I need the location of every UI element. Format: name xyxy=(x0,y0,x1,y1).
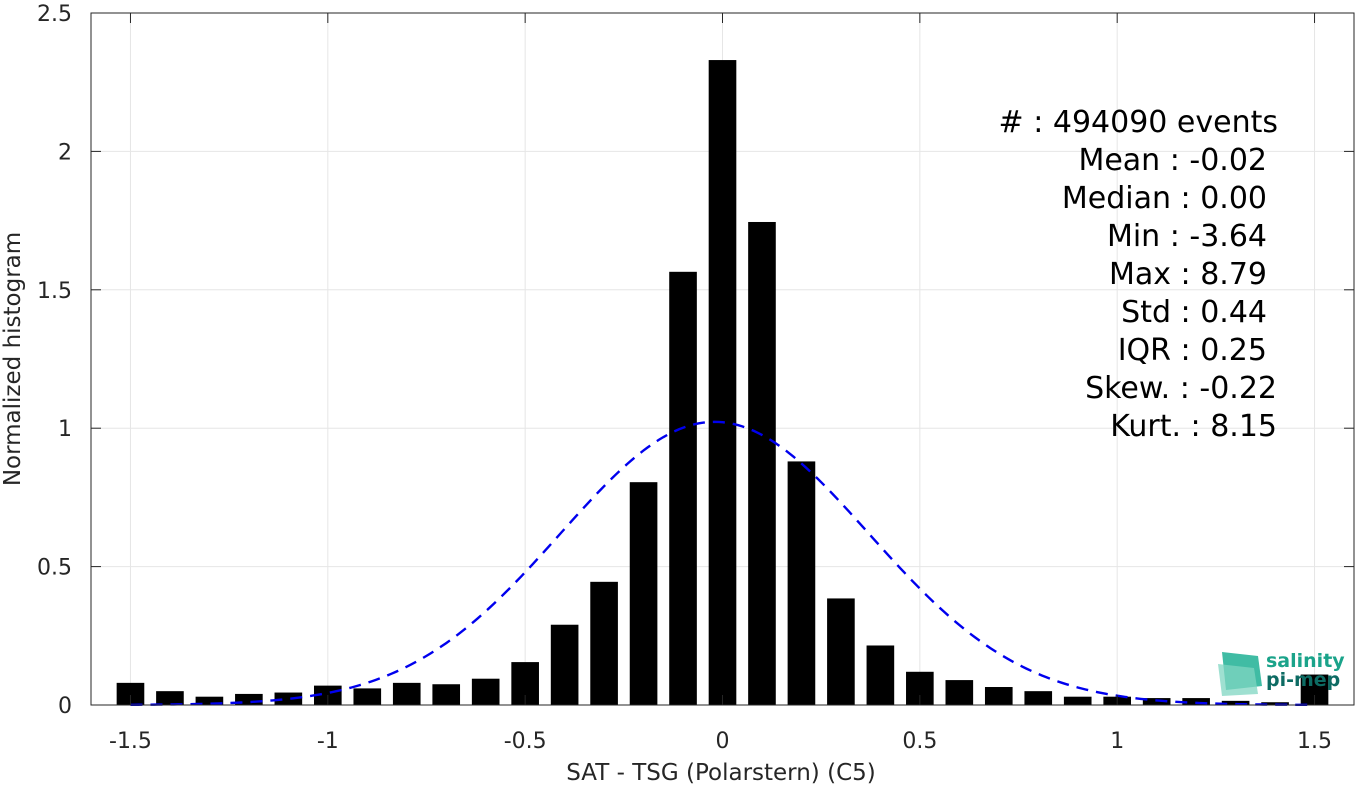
logo-text-pi-mep: pi-mep xyxy=(1266,669,1340,691)
y-tick-label: 0.5 xyxy=(37,556,72,581)
histogram-bar xyxy=(748,221,776,705)
x-tick-label: -1.5 xyxy=(109,729,152,754)
statistics-line: # : 494090 events xyxy=(999,105,1278,140)
histogram-bar xyxy=(471,678,500,705)
salinity-pi-mep-logo: salinity pi-mep xyxy=(1218,650,1345,696)
x-axis-label: SAT - TSG (Polarstern) (C5) xyxy=(566,760,875,785)
y-tick-label: 1.5 xyxy=(37,279,72,304)
histogram-bar xyxy=(866,645,895,705)
y-tick-label: 0 xyxy=(58,694,72,719)
x-tick-label: 1.5 xyxy=(1297,729,1332,754)
statistics-line: IQR : 0.25 xyxy=(1118,333,1267,368)
y-tick-label: 2.5 xyxy=(37,2,72,27)
statistics-line: Std : 0.44 xyxy=(1121,295,1267,330)
histogram-bar xyxy=(274,692,303,705)
statistics-line: Median : 0.00 xyxy=(1062,181,1267,216)
statistics-line: Skew. : -0.22 xyxy=(1085,371,1277,406)
histogram-bar xyxy=(708,60,737,705)
histogram-bar xyxy=(156,691,184,705)
statistics-line: Min : -3.64 xyxy=(1107,219,1267,254)
histogram-bar xyxy=(787,461,816,705)
histogram-bar xyxy=(629,482,658,705)
logo-wave-icon-back xyxy=(1218,664,1258,696)
logo-text-salinity: salinity xyxy=(1266,650,1345,672)
histogram-bar xyxy=(550,624,579,705)
histogram-bar xyxy=(1024,691,1053,705)
histogram-bar xyxy=(1261,702,1289,705)
histogram-bar xyxy=(984,687,1013,705)
histogram-bar xyxy=(195,696,224,705)
statistics-line: Mean : -0.02 xyxy=(1078,143,1267,178)
histogram-bar xyxy=(1182,698,1210,705)
histogram-bar xyxy=(669,271,697,705)
x-tick-label: -0.5 xyxy=(504,729,547,754)
histogram-bar xyxy=(235,693,263,705)
histogram-bar xyxy=(353,688,382,705)
statistics-line: Kurt. : 8.15 xyxy=(1110,409,1277,444)
x-axis-ticks: -1.5 -1 -0.5 0 0.5 1 1.5 xyxy=(109,13,1332,754)
histogram-bar xyxy=(432,684,461,705)
x-tick-label: 0 xyxy=(716,729,730,754)
histogram-bar xyxy=(945,680,974,705)
histogram-bars xyxy=(116,60,1329,705)
x-tick-label: 0.5 xyxy=(902,729,937,754)
x-tick-label: -1 xyxy=(317,729,339,754)
y-axis-label: Normalized histogram xyxy=(0,232,26,486)
y-axis-ticks: 0 0.5 1 1.5 2 2.5 xyxy=(37,2,1354,719)
y-tick-label: 1 xyxy=(58,417,72,442)
histogram-bar xyxy=(1063,696,1092,705)
statistics-line: Max : 8.79 xyxy=(1109,257,1267,292)
x-tick-label: 1 xyxy=(1110,729,1124,754)
y-tick-label: 2 xyxy=(58,140,72,165)
histogram-bar xyxy=(392,682,421,705)
histogram-bar xyxy=(116,682,145,705)
histogram-bar xyxy=(590,581,618,705)
histogram-bar xyxy=(827,598,855,705)
